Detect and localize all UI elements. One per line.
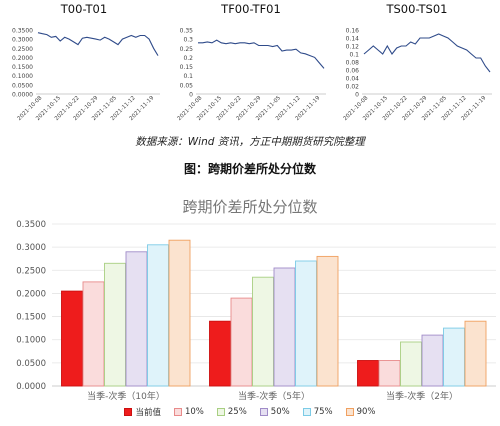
legend-entry: 50%: [259, 406, 290, 418]
bar-当前值: [357, 360, 379, 387]
mini-chart-ts: TS00-TS01 0.16 0.14 0.12 0.1 0.08 0.06 0.04 0.0…: [334, 0, 500, 130]
legend-entry: 当前值: [124, 406, 161, 418]
y-tick-label: 0: [355, 92, 359, 99]
legend-entry: 75%: [302, 406, 333, 418]
bar-75%: [295, 260, 317, 387]
bar-90%: [464, 320, 487, 387]
y-tick-label: 0.14: [346, 36, 360, 43]
y-tick-label: 0.25: [180, 46, 194, 53]
bar-当前值: [209, 320, 231, 387]
legend-swatch: [259, 408, 268, 416]
mini-chart-plot: 0.3500 0.3000 0.2500 0.2000 0.1500 0.1000 0.05…: [12, 28, 160, 122]
y-tick-label: 0.16: [346, 28, 360, 35]
bar-50%: [273, 267, 296, 387]
y-tick-label: 0.1: [183, 73, 193, 80]
y-tick-label: 0.1000: [12, 73, 33, 80]
bar-10%: [378, 360, 401, 387]
x-category-label: 当季-次季（5年）: [238, 390, 310, 402]
source-note: 数据来源：Wind 资讯，方正中期期货研究院整理: [135, 136, 365, 148]
bar-10%: [82, 281, 105, 387]
bar-25%: [104, 262, 126, 387]
spread-line: [198, 39, 325, 69]
bar-50%: [421, 334, 444, 387]
chart-title: 跨期价差所处分位数: [182, 198, 318, 216]
legend-label: 50%: [270, 407, 290, 417]
y-tick-label: 0.2500: [16, 266, 46, 276]
bar-25%: [400, 341, 422, 387]
y-tick-label: 0.35: [180, 28, 194, 35]
y-tick-label: 0.3500: [12, 28, 33, 35]
y-tick-label: 0: [189, 92, 193, 99]
legend-entry: 10%: [173, 406, 204, 418]
bar-90%: [316, 255, 339, 387]
legend-label: 25%: [227, 407, 247, 417]
y-tick-label: 0.2000: [16, 289, 46, 299]
figure-caption: 图：跨期价差所处分位数: [183, 162, 316, 176]
y-tick-label: 0.1500: [12, 64, 33, 71]
y-tick-label: 0.3500: [16, 220, 46, 230]
y-tick-label: 0.2: [183, 55, 193, 62]
legend-label: 75%: [313, 407, 333, 417]
mini-chart-title: TF00-TF01: [221, 2, 281, 16]
x-category-label: 当季-次季（10年）: [87, 390, 165, 402]
y-tick-label: 0.08: [346, 60, 360, 67]
mini-chart-title: TS00-TS01: [386, 2, 448, 16]
legend-entry: 90%: [345, 406, 376, 418]
legend-label: 当前值: [135, 408, 161, 418]
legend-swatch: [302, 408, 311, 416]
bar-75%: [443, 327, 465, 387]
legend-swatch: [124, 408, 133, 416]
legend-entry: 25%: [216, 406, 247, 418]
y-tick-label: 0.04: [346, 76, 360, 83]
spread-line: [37, 32, 159, 56]
mini-chart-plot: 0.160.140.120.10.080.060.040.0202021-10-…: [343, 28, 492, 122]
bar-50%: [125, 251, 148, 387]
bar-当前值: [61, 290, 83, 387]
y-tick-label: 0.1000: [16, 336, 46, 346]
y-tick-label: 0.2500: [12, 46, 33, 53]
chart-legend: 当前值 10% 25% 50% 75% 90%: [0, 406, 500, 418]
y-tick-label: 0.05: [180, 82, 194, 89]
mini-chart-plot: 0.350.30.250.20.150.10.0502021-10-082021…: [177, 28, 326, 122]
y-tick-label: 0.1500: [16, 313, 46, 323]
legend-swatch: [216, 408, 225, 416]
y-tick-label: 0.3000: [12, 37, 33, 44]
bar-75%: [147, 244, 169, 387]
legend-label: 90%: [356, 407, 376, 417]
y-tick-label: 0.2000: [12, 55, 33, 62]
legend-swatch: [345, 408, 354, 416]
mini-chart-tf: TF00-TF01 0.35 0.3 0.25 0.2 0.15 0.1 0.05 0 2021…: [168, 0, 334, 130]
mini-chart-title: T00-T01: [60, 2, 108, 16]
y-tick-label: 0.12: [346, 44, 360, 51]
bar-10%: [230, 297, 253, 387]
spread-line: [363, 33, 491, 73]
legend-label: 10%: [184, 407, 204, 417]
y-tick-label: 0.3000: [16, 243, 46, 253]
y-tick-label: 0.0500: [16, 359, 46, 369]
y-tick-label: 0.02: [346, 84, 360, 91]
y-tick-label: 0.15: [180, 64, 194, 71]
y-tick-label: 0.0500: [12, 82, 33, 89]
y-tick-label: 0.06: [346, 68, 360, 75]
legend-swatch: [173, 408, 182, 416]
bar-25%: [252, 276, 274, 387]
bar-90%: [168, 239, 191, 387]
x-category-label: 当季-次季（2年）: [386, 390, 458, 402]
y-tick-label: 0.3: [183, 37, 193, 44]
y-tick-label: 0.1: [349, 52, 359, 59]
y-tick-label: 0.0000: [16, 382, 46, 392]
mini-chart-t: T00-T01 0.3500 0.3000 0.2500 0.2000 0.1500 0.…: [0, 0, 168, 130]
y-tick-label: 0.0000: [12, 92, 33, 99]
